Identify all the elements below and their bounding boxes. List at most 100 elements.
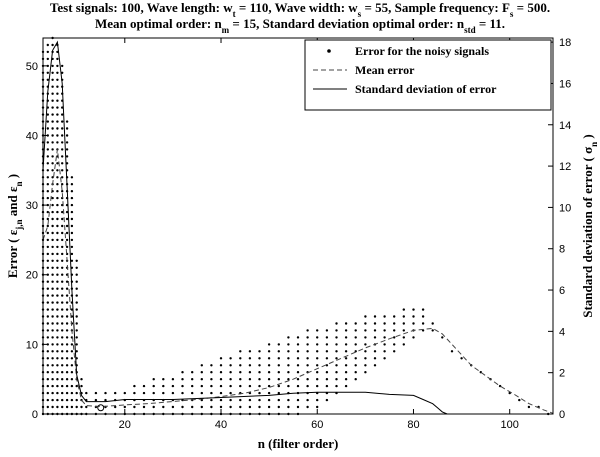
noisy-error-point: [65, 308, 69, 311]
noisy-error-point: [56, 350, 59, 353]
noisy-error-point: [258, 371, 261, 374]
noisy-error-point: [364, 364, 367, 367]
noisy-error-point: [75, 315, 78, 318]
noisy-error-point: [56, 280, 59, 283]
noisy-error-point: [46, 405, 49, 409]
noisy-error-point: [277, 398, 280, 402]
noisy-error-point: [51, 169, 54, 172]
noisy-error-point: [325, 336, 329, 339]
noisy-error-point: [191, 391, 194, 395]
noisy-error-point: [325, 384, 329, 388]
noisy-error-point: [65, 245, 69, 249]
noisy-error-point: [46, 217, 49, 221]
noisy-error-point: [229, 384, 232, 388]
noisy-error-point: [56, 315, 59, 318]
noisy-error-point: [61, 120, 64, 123]
noisy-error-point: [316, 398, 319, 402]
noisy-error-point: [335, 384, 338, 388]
noisy-error-point: [51, 113, 54, 116]
noisy-error-point: [239, 384, 242, 388]
noisy-error-point: [402, 315, 405, 318]
x-tick-label: 60: [311, 419, 323, 431]
x-tick-label: 80: [407, 419, 419, 431]
noisy-error-point: [56, 287, 59, 290]
noisy-error-point: [51, 78, 54, 82]
noisy-error-point: [373, 336, 377, 339]
noisy-error-point: [210, 398, 213, 402]
y-left-tick-label: 10: [26, 339, 38, 351]
noisy-error-point: [94, 391, 98, 395]
noisy-error-point: [325, 357, 329, 360]
noisy-error-point: [70, 259, 74, 262]
noisy-error-point: [85, 391, 88, 395]
noisy-error-point: [142, 391, 146, 395]
noisy-error-point: [70, 378, 74, 381]
noisy-error-point: [152, 405, 155, 409]
noisy-error-point: [258, 405, 261, 409]
noisy-error-point: [296, 384, 300, 388]
noisy-error-point: [56, 336, 59, 339]
noisy-error-point: [248, 371, 252, 374]
noisy-error-point: [354, 357, 357, 360]
noisy-error-point: [316, 343, 319, 346]
noisy-error-point: [104, 391, 107, 395]
noisy-error-point: [56, 169, 59, 172]
noisy-error-point: [142, 405, 146, 409]
noisy-error-point: [46, 252, 49, 256]
noisy-error-point: [325, 371, 329, 374]
noisy-error-point: [181, 371, 184, 374]
noisy-error-point: [75, 273, 78, 276]
noisy-error-point: [46, 50, 49, 54]
noisy-error-point: [354, 378, 357, 381]
noisy-error-point: [267, 398, 271, 402]
noisy-error-point: [65, 343, 69, 346]
noisy-error-point: [248, 350, 252, 353]
noisy-error-point: [354, 329, 357, 332]
noisy-error-point: [75, 398, 78, 402]
noisy-error-point: [61, 273, 64, 276]
noisy-error-point: [75, 350, 78, 353]
noisy-error-point: [61, 350, 64, 353]
noisy-error-point: [61, 287, 64, 290]
noisy-error-point: [46, 301, 49, 304]
noisy-error-point: [364, 343, 367, 346]
noisy-error-point: [239, 378, 242, 381]
noisy-error-point: [364, 336, 367, 339]
noisy-error-point: [75, 287, 78, 290]
noisy-error-point: [61, 127, 64, 130]
noisy-error-point: [200, 378, 203, 381]
noisy-error-point: [61, 134, 64, 137]
y-right-tick-label: 8: [559, 244, 565, 256]
noisy-error-point: [51, 203, 54, 207]
noisy-error-point: [344, 336, 348, 339]
noisy-error-point: [181, 378, 184, 381]
noisy-error-point: [51, 329, 54, 332]
noisy-error-point: [296, 371, 300, 374]
noisy-error-point: [306, 384, 309, 388]
noisy-error-point: [316, 336, 319, 339]
noisy-error-point: [65, 315, 69, 318]
noisy-error-point: [61, 384, 64, 388]
noisy-error-point: [46, 113, 49, 116]
noisy-error-point: [248, 378, 252, 381]
x-tick-label: 40: [215, 419, 227, 431]
noisy-error-point: [51, 85, 54, 88]
x-tick-label: 100: [501, 419, 519, 431]
noisy-error-point: [267, 364, 271, 367]
noisy-error-point: [70, 350, 74, 353]
noisy-error-point: [219, 405, 223, 409]
noisy-error-point: [239, 364, 242, 367]
noisy-error-point: [383, 343, 386, 346]
noisy-error-point: [56, 294, 59, 297]
noisy-error-point: [383, 329, 386, 332]
noisy-error-point: [70, 196, 74, 200]
noisy-error-point: [51, 64, 54, 68]
noisy-error-point: [56, 57, 59, 61]
noisy-error-point: [248, 405, 252, 409]
noisy-error-point: [61, 280, 64, 283]
noisy-error-point: [402, 336, 405, 339]
noisy-error-point: [51, 217, 54, 221]
noisy-error-point: [191, 384, 194, 388]
noisy-error-point: [412, 308, 415, 311]
noisy-error-point: [46, 176, 49, 179]
